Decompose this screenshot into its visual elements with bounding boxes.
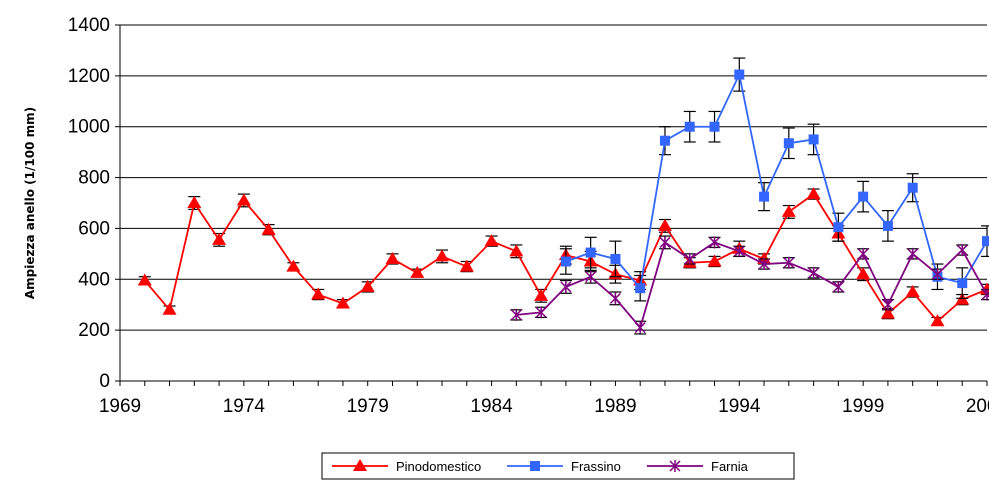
data-point [806, 187, 821, 200]
legend-label: Farnia [711, 459, 749, 474]
data-point [137, 273, 152, 286]
data-point [758, 258, 770, 271]
y-tick-label: 800 [78, 168, 110, 189]
data-point [510, 308, 522, 321]
data-point [236, 193, 251, 206]
data-point [212, 232, 227, 245]
tick-labels: 0 200 400 600 800 1000 1200 1400 1969 1974 1979 198… [68, 15, 989, 417]
data-point [585, 270, 597, 283]
legend-item-pinodomestico: Pinodomestico [332, 459, 481, 474]
data-point [931, 268, 943, 281]
x-tick-label: 1984 [470, 396, 513, 417]
data-point [982, 236, 989, 247]
series-farnia [510, 235, 989, 335]
series-line [565, 71, 988, 291]
data-point [981, 288, 989, 301]
data-point [261, 222, 276, 235]
legend-swatch-marker [353, 459, 367, 471]
data-point [880, 306, 895, 319]
data-point [535, 306, 547, 319]
data-point [634, 321, 646, 334]
data-point [410, 265, 425, 278]
data-point [509, 244, 524, 257]
data-point [956, 244, 968, 257]
legend-label: Frassino [571, 459, 621, 474]
data-point [857, 247, 869, 260]
x-tick-label: 1979 [347, 396, 389, 417]
y-tick-label: 1400 [68, 15, 110, 36]
data-point [856, 267, 871, 280]
data-point [783, 138, 794, 149]
data-point [781, 204, 796, 217]
x-tick-label: 1994 [718, 396, 761, 417]
y-tick-label: 1200 [68, 66, 110, 87]
y-tick-label: 200 [78, 320, 110, 341]
data-point [435, 249, 450, 262]
data-point [560, 280, 572, 293]
data-point [286, 259, 301, 272]
x-tick-label: 1999 [842, 396, 884, 417]
data-point [311, 287, 326, 300]
data-point [907, 247, 919, 260]
data-point [459, 259, 474, 272]
data-point [162, 302, 177, 315]
data-point [335, 296, 350, 309]
data-point [734, 69, 745, 80]
data-point [534, 288, 549, 301]
legend: Pinodomestico Frassino Farnia [321, 452, 795, 480]
y-tick-label: 600 [78, 218, 110, 239]
legend-label: Pinodomestico [396, 459, 481, 474]
data-point [905, 285, 920, 297]
data-point [930, 314, 945, 327]
data-point [360, 279, 375, 292]
data-point [707, 254, 722, 267]
data-point [609, 292, 621, 305]
x-tick-label: 1969 [99, 396, 141, 417]
y-tick-label: 0 [99, 371, 110, 392]
data-point [759, 191, 770, 202]
axes [115, 24, 988, 386]
data-point [560, 256, 571, 267]
data-point [708, 236, 721, 249]
data-point [783, 256, 795, 269]
data-point [684, 252, 696, 265]
data-point [385, 251, 400, 264]
x-tick-label: 1974 [223, 396, 266, 417]
series-layer [137, 57, 989, 335]
legend-swatch-marker [530, 461, 540, 471]
data-point [833, 222, 844, 233]
data-point [808, 266, 820, 279]
data-point [709, 121, 720, 132]
data-point [657, 218, 672, 231]
data-point [659, 236, 671, 249]
legend-swatch-marker [669, 460, 681, 472]
data-point [684, 121, 695, 132]
data-point [187, 196, 202, 208]
legend-item-frassino: Frassino [507, 459, 621, 474]
data-point [635, 283, 646, 294]
data-point [484, 234, 499, 247]
x-tick-label: 1989 [594, 396, 636, 417]
data-point [659, 135, 670, 146]
data-point [957, 278, 968, 289]
data-point [907, 182, 918, 193]
data-point [882, 298, 894, 311]
data-point [585, 247, 596, 258]
data-point [832, 280, 844, 293]
data-point [882, 220, 893, 231]
data-point [733, 245, 745, 258]
grid-lines [120, 24, 987, 331]
data-point [858, 191, 869, 202]
data-point [808, 134, 819, 145]
data-point [610, 253, 621, 264]
legend-item-farnia: Farnia [647, 459, 749, 474]
y-tick-label: 1000 [68, 117, 110, 138]
y-axis-label: Ampiezza anello (1/100 mm) [23, 107, 37, 299]
y-tick-label: 400 [78, 269, 110, 290]
